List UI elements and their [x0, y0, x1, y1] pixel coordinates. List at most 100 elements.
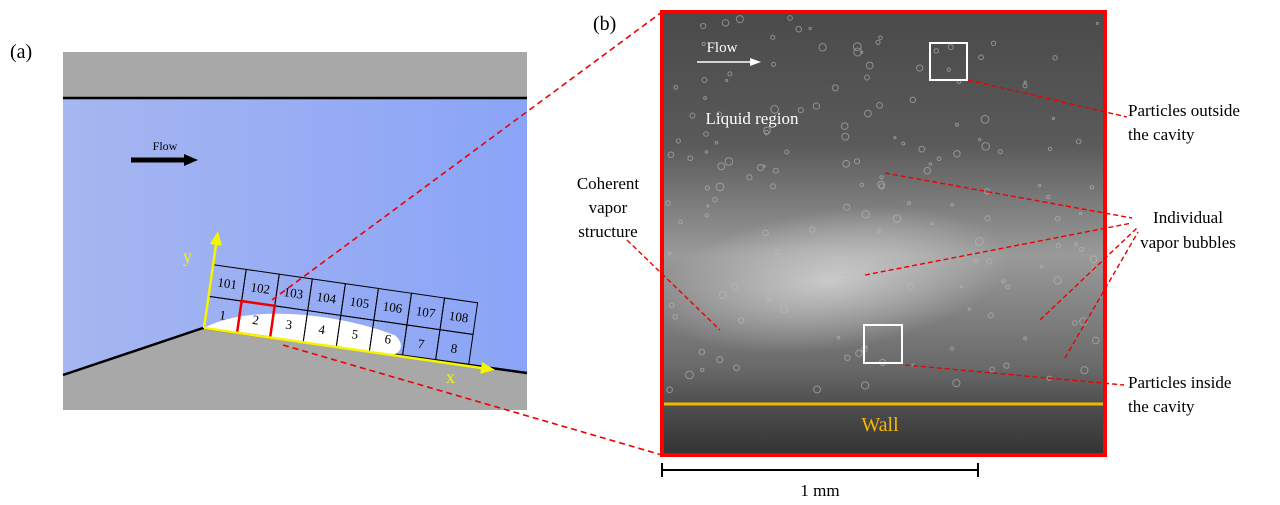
bubble	[689, 112, 696, 119]
bubble	[840, 122, 849, 130]
zoom-connector	[282, 344, 663, 456]
bubble	[725, 79, 729, 83]
bubble	[928, 162, 933, 166]
cell-label: 4	[318, 321, 327, 337]
bubble	[769, 183, 776, 190]
bubble	[703, 96, 707, 100]
bubble	[933, 48, 940, 54]
bubble	[842, 159, 850, 168]
annotations: Particles outside the cavity Individual …	[577, 101, 1240, 416]
bubble	[701, 41, 706, 47]
bubble	[735, 15, 744, 24]
bubble	[853, 47, 863, 57]
bubble	[946, 67, 951, 72]
bubble	[714, 140, 719, 145]
bubble	[746, 174, 753, 181]
flow-arrowhead	[750, 58, 761, 66]
bubble	[878, 183, 885, 190]
annotation: vapor bubbles	[1140, 233, 1236, 252]
bubble	[1005, 284, 1011, 290]
bubble	[685, 370, 694, 380]
bubble	[704, 213, 710, 218]
bubble	[665, 200, 671, 207]
bubble	[1003, 362, 1010, 369]
photo-frame	[660, 10, 1107, 457]
bubble	[675, 138, 681, 144]
bubble	[813, 385, 822, 394]
bubble	[878, 35, 883, 41]
bubble	[981, 142, 991, 151]
cell-label: 2	[252, 312, 261, 328]
cell-label: 1	[218, 307, 227, 323]
bubble	[716, 356, 724, 364]
bubble	[989, 366, 996, 373]
bubble	[763, 126, 771, 135]
bubble	[704, 150, 709, 154]
bubble	[978, 137, 982, 142]
cell-label: 5	[351, 326, 360, 342]
bubble	[893, 136, 897, 140]
bubble	[892, 214, 902, 224]
bubble	[762, 229, 769, 237]
bubble	[949, 346, 955, 351]
bubble	[1023, 336, 1028, 341]
leader-lines	[626, 79, 1139, 386]
bubble	[864, 109, 872, 118]
cell-label: 105	[349, 294, 370, 312]
window-grid: 101 102 103 104 105 106 107 108 1 2 3 4 5 6 7 8	[203, 264, 479, 367]
bubble	[1047, 146, 1053, 152]
bubble	[668, 302, 675, 309]
bubble	[967, 307, 972, 311]
panel-label: (a)	[10, 41, 32, 63]
bubble	[864, 74, 870, 81]
bubble	[1078, 211, 1083, 216]
bubble	[818, 43, 827, 52]
leader-line	[884, 172, 1133, 219]
bubble	[918, 145, 926, 153]
bubble	[1089, 185, 1095, 190]
bubble	[997, 149, 1003, 155]
leader-line	[1039, 227, 1138, 321]
bubble	[950, 202, 954, 207]
bubble	[712, 196, 718, 203]
annotation: Particles inside	[1128, 373, 1231, 392]
bubble	[701, 77, 708, 83]
bubble	[1079, 317, 1088, 326]
bubble	[1095, 21, 1099, 25]
bubble	[906, 201, 912, 206]
bubble	[987, 312, 994, 319]
cell-label: 8	[450, 341, 459, 357]
bubble	[767, 289, 775, 296]
leader-line	[864, 222, 1133, 276]
bubble	[667, 151, 675, 158]
bubble	[1045, 194, 1051, 200]
bubble	[1080, 366, 1089, 375]
bubble	[953, 150, 961, 158]
bubble	[980, 114, 990, 124]
bubble	[767, 271, 772, 276]
axis-y-label: y	[183, 246, 192, 266]
bubble	[1054, 215, 1061, 222]
bubble	[762, 164, 766, 168]
bubble	[809, 226, 816, 233]
bubble	[771, 61, 776, 67]
bubble	[700, 22, 707, 30]
bubble	[936, 156, 942, 162]
cell-label: 102	[250, 279, 271, 297]
bubble	[947, 44, 954, 51]
zoom-connector	[271, 11, 663, 301]
bubble	[877, 180, 886, 189]
annotation: structure	[578, 222, 637, 241]
bubble	[923, 166, 932, 175]
flow-label: Flow	[707, 40, 738, 56]
cell-label: 7	[417, 336, 426, 352]
bubble	[687, 155, 694, 162]
bubble	[852, 42, 862, 52]
bubble	[916, 64, 924, 72]
bubble	[1052, 55, 1058, 61]
cell-label: 104	[316, 289, 338, 307]
bubble	[700, 367, 705, 373]
bubble	[860, 381, 870, 390]
bubble	[879, 175, 884, 180]
bubble	[865, 61, 874, 70]
